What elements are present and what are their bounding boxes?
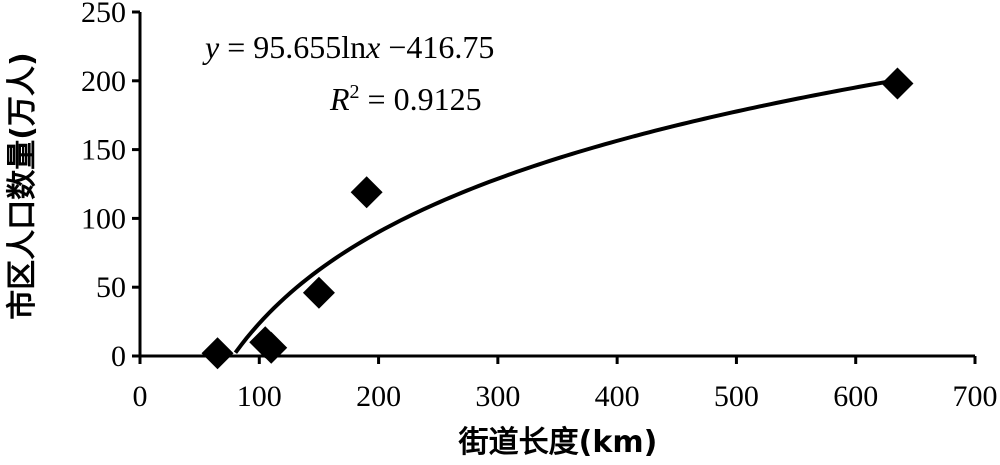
- y-tick-label: 50: [96, 271, 126, 304]
- x-tick-label: 300: [475, 380, 520, 413]
- r-squared-label: R2 = 0.9125: [329, 81, 482, 117]
- x-tick-label: 500: [714, 380, 759, 413]
- equation-body: = 95.655ln: [219, 29, 366, 65]
- r2-r: R: [329, 81, 350, 117]
- y-tick-label: 100: [81, 202, 126, 235]
- data-point: [201, 337, 234, 370]
- data-point: [255, 331, 288, 364]
- x-axis-title: 街道长度(km): [458, 425, 658, 460]
- r2-tail: = 0.9125: [360, 81, 482, 117]
- data-points: [201, 67, 914, 370]
- data-point: [350, 176, 383, 209]
- x-tick-label: 200: [356, 380, 401, 413]
- data-point: [881, 67, 914, 100]
- x-tick-label: 100: [237, 380, 282, 413]
- y-tick-label: 150: [81, 134, 126, 167]
- y-tick-label: 0: [111, 340, 126, 373]
- equation-label: y = 95.655lnx −416.75: [202, 29, 494, 65]
- x-tick-label: 400: [595, 380, 640, 413]
- x-axis-ticks: 0 100 200 300 400 500 600 700: [133, 356, 998, 413]
- y-tick-label: 250: [81, 0, 126, 29]
- x-tick-label: 600: [833, 380, 878, 413]
- x-tick-label: 0: [133, 380, 148, 413]
- y-tick-label: 200: [81, 65, 126, 98]
- y-axis-title: 市区人口数量(万人): [5, 52, 40, 319]
- equation-y: y: [202, 29, 220, 65]
- equation-tail: −416.75: [380, 29, 494, 65]
- data-point: [302, 276, 335, 309]
- equation-x: x: [365, 29, 380, 65]
- y-axis-ticks: 0 50 100 150 200 250: [81, 0, 140, 373]
- trendline: [233, 78, 898, 354]
- x-tick-label: 700: [953, 380, 998, 413]
- r2-sup: 2: [350, 81, 360, 103]
